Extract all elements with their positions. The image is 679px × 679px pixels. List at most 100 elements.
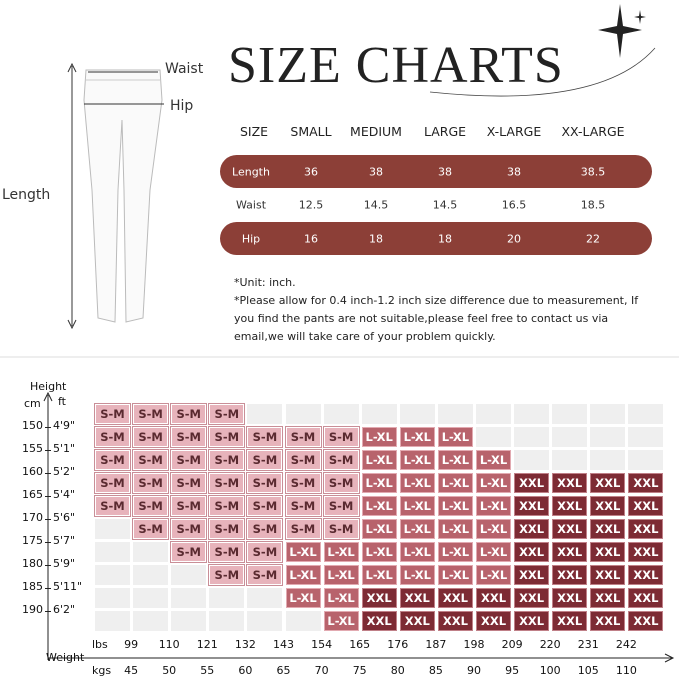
size-cell: XXL	[590, 542, 626, 562]
size-cell: S-M	[322, 426, 360, 448]
table-cell: 38.5	[580, 165, 606, 179]
empty-cell	[209, 588, 245, 608]
kgs-label: 60	[238, 664, 253, 677]
size-cell: S-M	[246, 541, 284, 563]
table-cell: 38	[369, 165, 383, 179]
size-cell: L-XL	[399, 427, 435, 447]
size-cell: L-XL	[323, 565, 359, 585]
empty-cell	[285, 404, 321, 424]
size-cell: XXL	[514, 496, 550, 516]
size-cell: S-M	[170, 518, 208, 540]
lbs-label: 165	[349, 638, 371, 651]
size-cell: L-XL	[476, 565, 511, 585]
tick	[45, 427, 51, 428]
size-cell: XXL	[628, 542, 664, 562]
kgs-label: 110	[615, 664, 637, 677]
sparkle	[634, 10, 646, 24]
table-cell: 38	[438, 165, 452, 179]
empty-cell	[95, 542, 130, 562]
lbs-label: 143	[273, 638, 294, 651]
tick	[45, 519, 51, 520]
row-label: Length	[232, 165, 270, 179]
kgs-label: 100	[539, 664, 561, 677]
size-cell: L-XL	[361, 542, 397, 562]
size-cell: S-M	[132, 426, 170, 448]
empty-cell	[171, 588, 207, 608]
cm-label: 165	[22, 488, 43, 501]
size-cell: S-M	[94, 495, 131, 517]
table-cell: 14.5	[432, 198, 458, 212]
empty-cell	[514, 450, 550, 470]
cm-label: 150	[22, 419, 43, 432]
kgs-label: 65	[276, 664, 291, 677]
empty-cell	[361, 404, 397, 424]
size-cell: S-M	[322, 472, 360, 494]
size-cell: L-XL	[361, 427, 397, 447]
cm-label: 175	[22, 534, 43, 547]
size-cell: XXL	[514, 611, 550, 631]
size-cell: S-M	[208, 564, 246, 586]
ft-label: 4'9"	[53, 419, 76, 432]
ft-label: 6'2"	[53, 603, 76, 616]
row-label: Hip	[241, 232, 261, 246]
tick	[45, 611, 51, 612]
empty-cell	[628, 427, 664, 447]
size-cell: S-M	[322, 449, 360, 471]
empty-cell	[247, 404, 283, 424]
size-cell: L-XL	[323, 542, 359, 562]
empty-cell	[552, 450, 588, 470]
size-cell: XXL	[590, 473, 626, 493]
ft-label: 5'4"	[53, 488, 76, 501]
size-cell: L-XL	[476, 473, 511, 493]
cm-label: 185	[22, 580, 43, 593]
size-cell: XXL	[476, 588, 511, 608]
kgs-label: 80	[390, 664, 405, 677]
empty-cell	[133, 611, 169, 631]
kgs-label: 45	[124, 664, 139, 677]
kgs-label: 95	[505, 664, 520, 677]
cm-label: 155	[22, 442, 43, 455]
size-cell: XXL	[590, 611, 626, 631]
size-cell: L-XL	[399, 450, 435, 470]
lbs-label: 242	[615, 638, 637, 651]
cm-label: 190	[22, 603, 43, 616]
size-cell: S-M	[170, 426, 208, 448]
size-cell: XXL	[552, 611, 588, 631]
table-cell: 22	[586, 232, 600, 246]
column-header: XX-LARGE	[561, 124, 625, 139]
size-cell: S-M	[132, 495, 170, 517]
size-cell: S-M	[94, 426, 131, 448]
lbs-label: 209	[501, 638, 523, 651]
size-cell: L-XL	[476, 450, 511, 470]
size-cell: S-M	[208, 426, 246, 448]
size-cell: XXL	[628, 473, 664, 493]
size-cell: L-XL	[476, 519, 511, 539]
empty-cell	[323, 404, 359, 424]
axis-unit: kgs	[92, 664, 112, 677]
size-cell: L-XL	[437, 565, 473, 585]
size-cell: S-M	[246, 426, 284, 448]
size-cell: XXL	[476, 611, 511, 631]
size-cell: L-XL	[399, 473, 435, 493]
empty-cell	[437, 404, 473, 424]
size-cell: S-M	[284, 518, 322, 540]
arrow-heads	[67, 62, 77, 330]
column-header: LARGE	[423, 124, 467, 139]
size-cell: XXL	[552, 496, 588, 516]
lbs-label: 132	[234, 638, 256, 651]
ft-label: 5'7"	[53, 534, 76, 547]
axis-unit: cm	[24, 397, 41, 410]
size-cell: S-M	[246, 495, 284, 517]
column-header: X-LARGE	[486, 124, 542, 139]
size-cell: XXL	[361, 588, 397, 608]
note: *Please allow for 0.4 inch-1.2 inch size…	[234, 294, 639, 307]
note: *Unit: inch.	[234, 276, 296, 289]
leggings	[83, 69, 163, 323]
hip-label: Hip	[170, 98, 194, 114]
empty-cell	[628, 450, 664, 470]
size-cell: L-XL	[399, 542, 435, 562]
size-cell: L-XL	[437, 542, 473, 562]
empty-cell	[514, 427, 550, 447]
arrow-heads	[664, 653, 675, 663]
